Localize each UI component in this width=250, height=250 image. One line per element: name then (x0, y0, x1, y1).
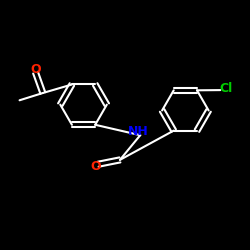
Text: Cl: Cl (220, 82, 233, 95)
Text: NH: NH (128, 125, 148, 138)
Text: O: O (30, 62, 41, 76)
Text: O: O (90, 160, 101, 173)
